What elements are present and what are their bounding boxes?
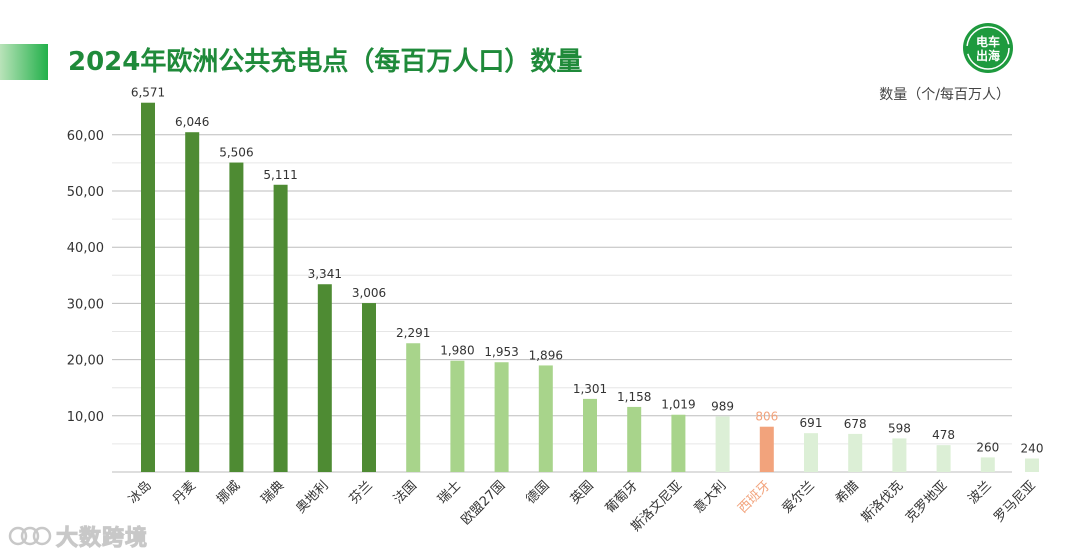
svg-text:电车: 电车 bbox=[976, 34, 1000, 49]
title-accent-bar bbox=[0, 44, 48, 80]
x-tick-label: 芬兰 bbox=[347, 478, 376, 507]
bar bbox=[185, 132, 200, 473]
x-tick-label: 罗马尼亚 bbox=[991, 478, 1038, 525]
y-tick-label: 30,00 bbox=[67, 297, 104, 312]
x-tick-label: 挪威 bbox=[214, 478, 243, 507]
x-tick-label: 克罗地亚 bbox=[903, 478, 950, 525]
bars bbox=[141, 102, 1039, 473]
brand-logo: 电车 出海 bbox=[963, 23, 1013, 73]
x-tick-label: 西班牙 bbox=[735, 478, 773, 516]
bar bbox=[671, 414, 686, 472]
value-label: 5,506 bbox=[219, 146, 253, 160]
value-label: 1,980 bbox=[440, 344, 474, 358]
y-tick-label: 10,00 bbox=[67, 410, 104, 425]
x-tick-label: 爱尔兰 bbox=[780, 478, 818, 516]
x-tick-label: 奥地利 bbox=[293, 478, 331, 516]
grid-lines bbox=[112, 134, 1012, 473]
bar bbox=[317, 284, 332, 472]
bar bbox=[538, 365, 553, 472]
bar bbox=[583, 398, 597, 472]
x-tick-label: 冰岛 bbox=[125, 478, 155, 508]
bar bbox=[141, 102, 155, 472]
value-label: 1,953 bbox=[484, 345, 518, 359]
value-label: 806 bbox=[755, 410, 778, 424]
x-tick-label: 瑞士 bbox=[435, 478, 464, 507]
bar bbox=[848, 433, 863, 472]
value-labels: 6,571 6,046 5,506 5,111 3,341 3,006 2,291 1,980… bbox=[131, 86, 1044, 456]
bar bbox=[715, 416, 730, 472]
bar bbox=[450, 360, 465, 472]
x-tick-label: 意大利 bbox=[691, 478, 730, 517]
bar bbox=[892, 438, 907, 472]
svg-text:出海: 出海 bbox=[976, 48, 1000, 63]
bar bbox=[936, 445, 951, 472]
value-label: 691 bbox=[800, 416, 823, 430]
value-label: 1,896 bbox=[529, 348, 563, 362]
y-tick-label: 40,00 bbox=[67, 241, 104, 256]
x-tick-label: 英国 bbox=[568, 478, 597, 507]
x-tick-label: 瑞典 bbox=[258, 478, 287, 507]
watermark: 大数跨境 bbox=[8, 520, 148, 552]
bar bbox=[1025, 458, 1039, 472]
bar bbox=[804, 433, 818, 472]
bar bbox=[406, 343, 421, 472]
bar bbox=[229, 162, 244, 472]
value-label: 3,341 bbox=[308, 267, 342, 281]
bar bbox=[362, 303, 376, 472]
watermark-text: 大数跨境 bbox=[55, 526, 149, 552]
value-label: 598 bbox=[888, 421, 911, 435]
bar bbox=[980, 457, 995, 472]
value-label: 3,006 bbox=[352, 286, 386, 300]
value-label: 678 bbox=[844, 417, 867, 431]
bar bbox=[494, 362, 509, 472]
unit-label: 数量（个/每百万人） bbox=[879, 87, 1010, 103]
value-label: 478 bbox=[932, 428, 955, 442]
x-tick-label: 斯洛伐克 bbox=[859, 478, 906, 525]
x-tick-label: 丹麦 bbox=[170, 478, 199, 507]
x-tick-label: 欧盟27国 bbox=[459, 478, 509, 528]
value-label: 1,301 bbox=[573, 382, 607, 396]
y-tick-label: 20,00 bbox=[67, 354, 104, 369]
value-label: 260 bbox=[976, 440, 999, 454]
x-tick-label: 葡萄牙 bbox=[603, 478, 641, 516]
bar bbox=[627, 406, 642, 472]
value-label: 5,111 bbox=[263, 168, 297, 182]
bar bbox=[759, 426, 774, 472]
value-label: 6,046 bbox=[175, 115, 209, 129]
value-label: 6,571 bbox=[131, 86, 165, 100]
x-tick-label: 法国 bbox=[391, 478, 420, 507]
value-label: 240 bbox=[1021, 442, 1044, 456]
y-tick-label: 50,00 bbox=[67, 185, 104, 200]
y-axis-ticks: 10,00 20,00 30,00 40,00 50,00 60,00 bbox=[67, 129, 104, 425]
value-label: 1,019 bbox=[661, 398, 695, 412]
value-label: 989 bbox=[711, 399, 734, 413]
y-tick-label: 60,00 bbox=[67, 129, 104, 144]
value-label: 2,291 bbox=[396, 326, 430, 340]
watermark-icon bbox=[8, 526, 52, 546]
x-tick-label: 德国 bbox=[524, 478, 553, 507]
page-title: 2024年欧洲公共充电点（每百万人口）数量 bbox=[68, 47, 583, 77]
x-tick-label: 希腊 bbox=[833, 478, 862, 507]
value-label: 1,158 bbox=[617, 390, 651, 404]
x-tick-label: 波兰 bbox=[966, 478, 995, 507]
bar bbox=[273, 184, 288, 473]
